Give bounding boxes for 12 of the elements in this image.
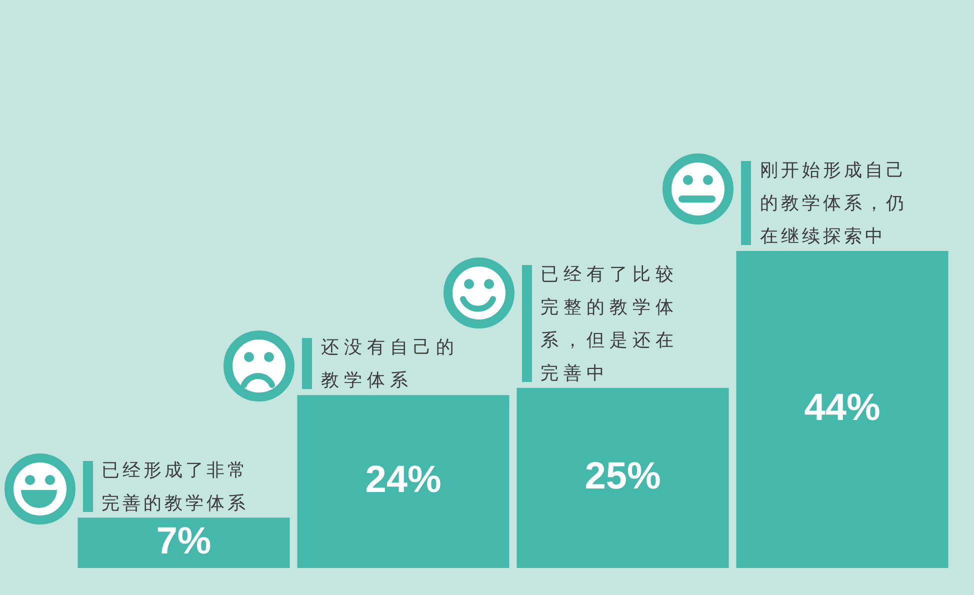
x-tick-label: 已经有了比较完整的教学体系，但是还在完善中 (540, 262, 680, 386)
data-label: 24% (365, 459, 442, 502)
data-label: 44% (804, 386, 880, 429)
x-tick-label: 刚开始形成自己的教学体系，仍在继续探索中 (760, 159, 908, 249)
bar (297, 395, 510, 568)
x-tick-label: 还没有自己的教学体系 (321, 336, 460, 394)
data-label: 25% (584, 455, 661, 498)
bar (78, 518, 290, 568)
bar (736, 251, 948, 568)
data-label: 7% (156, 520, 212, 562)
bar (516, 388, 729, 568)
x-tick-label: 已经形成了非常完善的教学体系 (102, 458, 250, 516)
